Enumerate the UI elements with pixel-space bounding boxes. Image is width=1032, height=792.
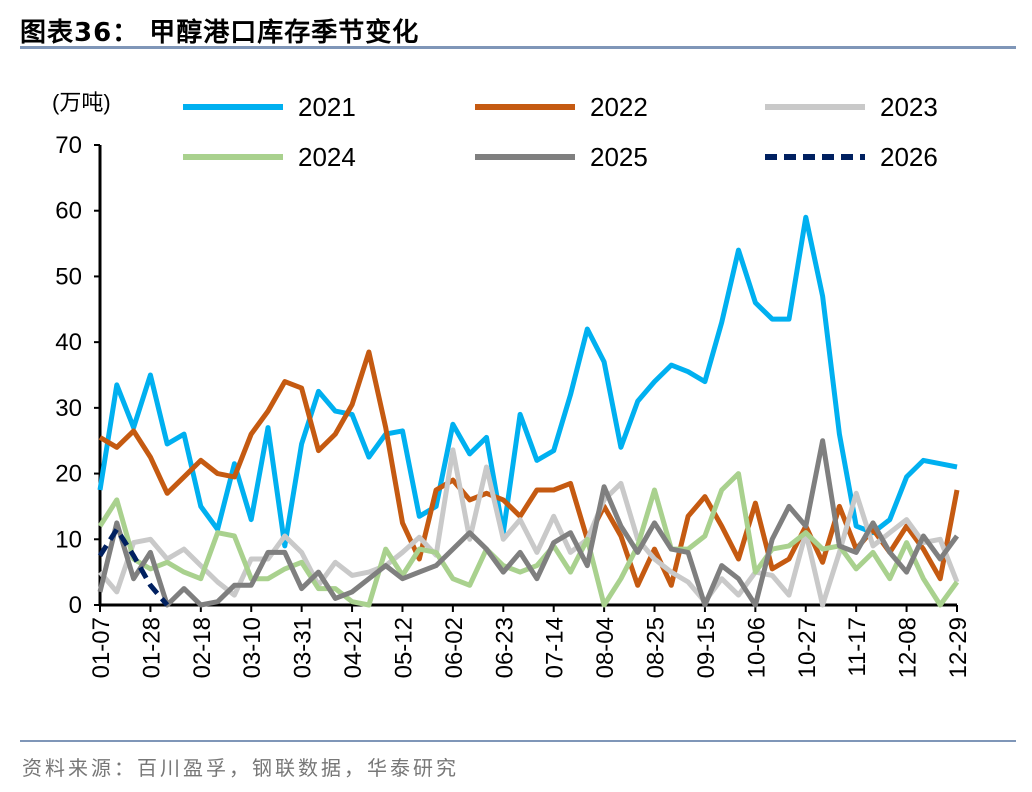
legend-label-2025: 2025 [590, 142, 648, 172]
x-tick-label: 03-10 [239, 617, 266, 678]
x-tick-label: 04-21 [340, 617, 367, 678]
y-tick-label: 40 [55, 329, 82, 356]
x-tick-label: 06-02 [441, 617, 468, 678]
series-line-2023 [98, 447, 960, 608]
legend: 2021 2022 2023 2024 2025 2026 [183, 92, 938, 172]
x-tick-label: 09-15 [693, 617, 720, 678]
y-tick-label: 0 [69, 592, 82, 619]
axes: 0 10 20 30 40 50 60 70 01-07 01-28 02-18 03-10 03-31… [55, 132, 972, 678]
legend-label-2024: 2024 [298, 142, 356, 172]
x-tick-label: 12-29 [945, 617, 972, 678]
y-axis-unit: (万吨) [52, 90, 111, 115]
series-line-2026 [97, 526, 170, 607]
legend-label-2022: 2022 [590, 92, 648, 122]
x-tick-label: 02-18 [189, 617, 216, 678]
x-tick-label: 10-27 [794, 617, 821, 678]
y-tick-label: 20 [55, 461, 82, 488]
source-note: 资料来源：百川盈孚，钢联数据，华泰研究 [22, 756, 459, 780]
x-tick-label: 08-04 [592, 617, 619, 678]
x-tick-label: 01-28 [138, 617, 165, 678]
x-tick-label: 10-06 [743, 617, 770, 678]
y-tick-label: 10 [55, 526, 82, 553]
x-tick-label: 12-08 [895, 617, 922, 678]
x-tick-label: 03-31 [290, 617, 317, 678]
x-tick-label: 01-07 [88, 617, 115, 678]
series-lines [97, 214, 960, 608]
source-divider [20, 740, 1016, 742]
x-tick-label: 11-17 [844, 617, 871, 677]
y-tick-label: 70 [55, 132, 82, 159]
legend-label-2021: 2021 [298, 92, 356, 122]
x-tick-label: 05-12 [390, 617, 417, 678]
series-line-2021 [97, 214, 958, 549]
title-divider [20, 46, 1016, 49]
chart-title: 图表36： 甲醇港口库存季节变化 [20, 18, 420, 48]
y-tick-label: 30 [55, 395, 82, 422]
x-tick-label: 08-25 [643, 617, 670, 678]
series-line-2025 [97, 438, 960, 608]
y-tick-label: 60 [55, 198, 82, 225]
legend-label-2026: 2026 [880, 142, 938, 172]
y-tick-label: 50 [55, 263, 82, 290]
legend-label-2023: 2023 [880, 92, 938, 122]
x-tick-label: 07-14 [542, 617, 569, 678]
x-tick-label: 06-23 [491, 617, 518, 678]
